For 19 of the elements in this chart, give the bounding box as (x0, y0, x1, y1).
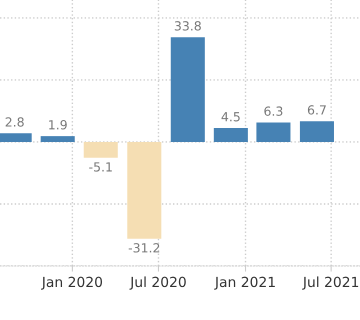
bar (127, 142, 162, 239)
x-tick-label: Jan 2020 (41, 276, 102, 290)
x-tick-label: Jul 2021 (302, 276, 358, 290)
bar (84, 142, 118, 158)
data-label: -5.1 (89, 162, 112, 172)
data-label: 2.8 (6, 117, 24, 127)
data-label: 1.9 (49, 120, 67, 130)
bar (300, 121, 334, 142)
bar (40, 136, 75, 142)
bar (214, 128, 248, 142)
bar (256, 122, 290, 142)
x-tick-label: Jul 2020 (130, 276, 186, 290)
data-label: 4.5 (222, 112, 240, 122)
data-label: -31.2 (128, 243, 160, 253)
data-label: 6.3 (264, 106, 282, 116)
data-label: 33.8 (174, 21, 201, 31)
x-tick-label: Jan 2021 (214, 276, 275, 290)
bar (170, 37, 205, 142)
data-label: 6.7 (308, 105, 326, 115)
